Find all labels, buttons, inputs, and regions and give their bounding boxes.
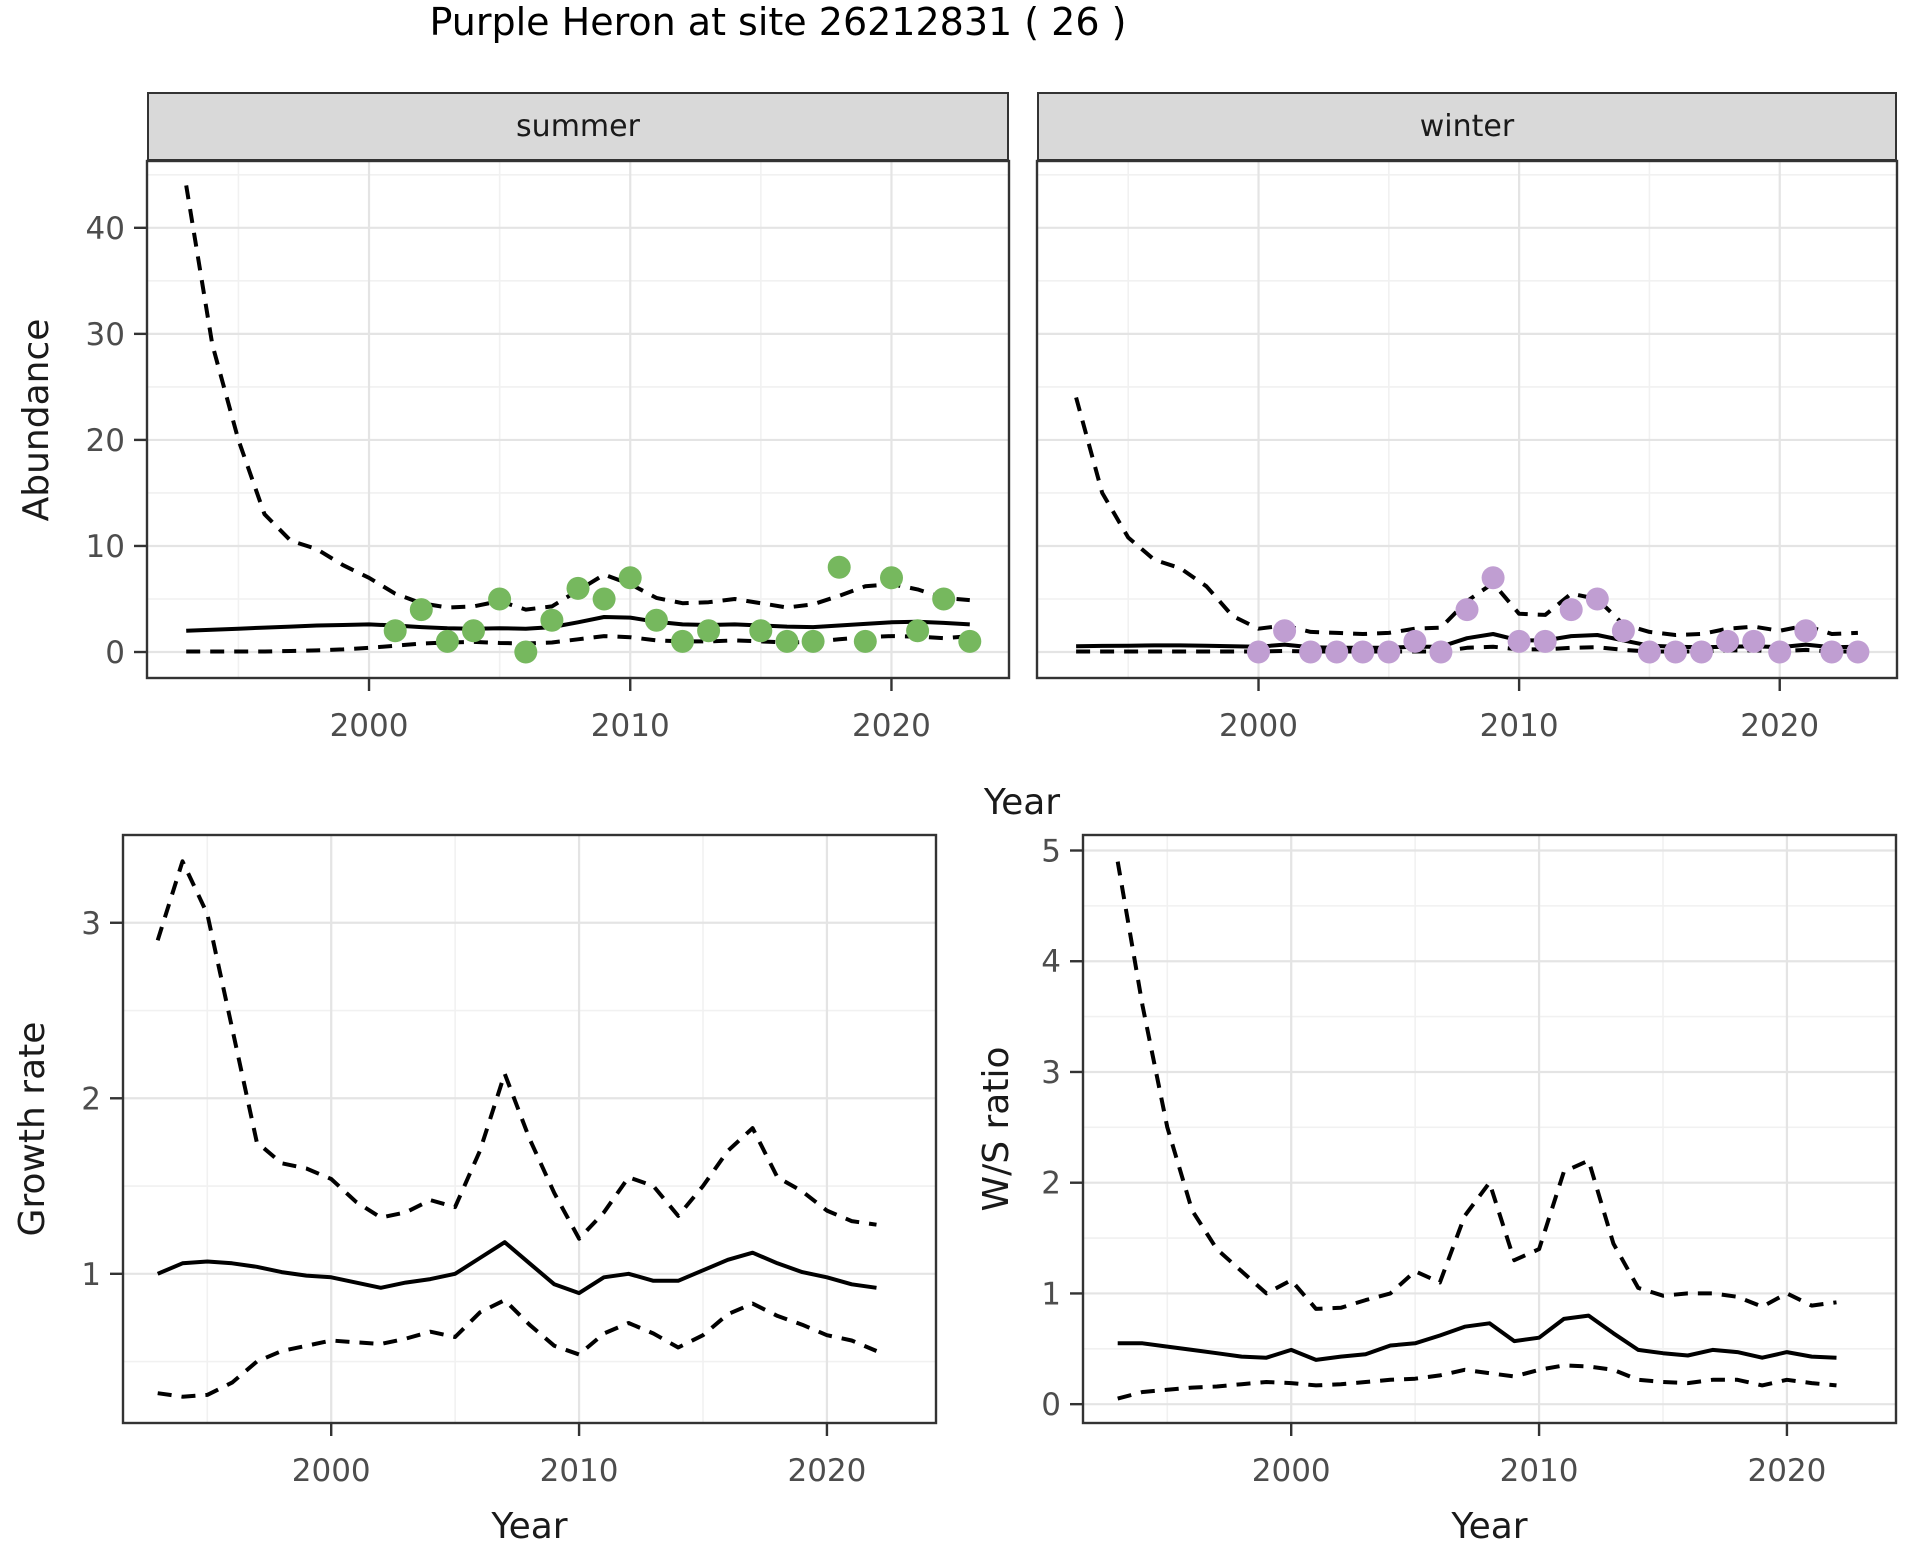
facet-strip-summer-label: summer bbox=[516, 109, 640, 144]
x-tick-label: 2010 bbox=[1480, 708, 1559, 744]
x-tick-label: 2020 bbox=[1747, 1453, 1826, 1489]
y-tick-label: 5 bbox=[1041, 834, 1061, 870]
x-axis-title-year-top: Year bbox=[983, 782, 1061, 823]
series-lower-ci-ws-ratio bbox=[1117, 1363, 1837, 1401]
y-tick-label: 4 bbox=[1041, 944, 1061, 980]
y-tick-label: 3 bbox=[1041, 1055, 1061, 1091]
x-axis-title-year-growth: Year bbox=[491, 1506, 568, 1547]
y-tick-label: 2 bbox=[1041, 1166, 1061, 1202]
x-tick-label: 2020 bbox=[852, 708, 931, 744]
y-tick-label: 40 bbox=[86, 211, 125, 247]
series-lower-ci-abundance-summer bbox=[186, 634, 970, 654]
series-median-abundance-summer bbox=[186, 615, 970, 633]
y-tick-label: 0 bbox=[105, 635, 125, 671]
x-tick-label: 2020 bbox=[787, 1453, 866, 1489]
x-tick-label: 2000 bbox=[1219, 708, 1298, 744]
y-tick-label: 0 bbox=[1041, 1387, 1061, 1423]
panel-growth-rate: 2000 2010 2020 1 2 3 bbox=[81, 833, 938, 1489]
observed-counts-summer bbox=[383, 555, 982, 664]
x-tick-label: 2010 bbox=[591, 708, 670, 744]
x-tick-label: 2020 bbox=[1740, 708, 1819, 744]
y-tick-label: 10 bbox=[86, 529, 125, 565]
series-median-ws-ratio bbox=[1117, 1313, 1837, 1362]
panel-abundance-winter: 2000 2010 2020 bbox=[1035, 159, 1899, 744]
facet-strip-winter-label: winter bbox=[1419, 109, 1515, 144]
facet-strip-summer: summer bbox=[147, 92, 1009, 161]
x-tick-label: 2000 bbox=[1252, 1453, 1331, 1489]
y-tick-label: 3 bbox=[81, 906, 101, 942]
series-lower-ci-growth-rate bbox=[157, 1298, 878, 1399]
panel-ws-ratio: 2000 2010 2020 0 1 2 3 4 5 bbox=[1041, 834, 1898, 1489]
y-tick-label: 1 bbox=[1041, 1276, 1061, 1312]
y-axis-title-ws-ratio: W/S ratio bbox=[976, 1046, 1017, 1212]
observed-counts-winter bbox=[1247, 566, 1870, 664]
page-title: Purple Heron at site 26212831 ( 26 ) bbox=[429, 0, 1127, 44]
x-tick-label: 2000 bbox=[292, 1453, 371, 1489]
series-median-growth-rate bbox=[156, 1240, 877, 1296]
panel-abundance-summer: 2000 2010 2020 0 10 20 30 40 bbox=[86, 159, 1011, 744]
x-tick-label: 2010 bbox=[1500, 1453, 1579, 1489]
y-tick-label: 30 bbox=[86, 317, 125, 353]
y-tick-label: 1 bbox=[81, 1257, 101, 1293]
x-axis-title-year-ws: Year bbox=[1451, 1506, 1528, 1547]
x-tick-label: 2010 bbox=[540, 1453, 619, 1489]
y-tick-label: 20 bbox=[86, 423, 125, 459]
y-tick-label: 2 bbox=[81, 1081, 101, 1117]
y-axis-title-abundance: Abundance bbox=[16, 318, 57, 522]
series-upper-ci-growth-rate bbox=[155, 859, 877, 1241]
x-tick-label: 2000 bbox=[330, 708, 409, 744]
y-axis-title-growth-rate: Growth rate bbox=[12, 1021, 53, 1237]
facet-strip-winter: winter bbox=[1037, 92, 1897, 161]
